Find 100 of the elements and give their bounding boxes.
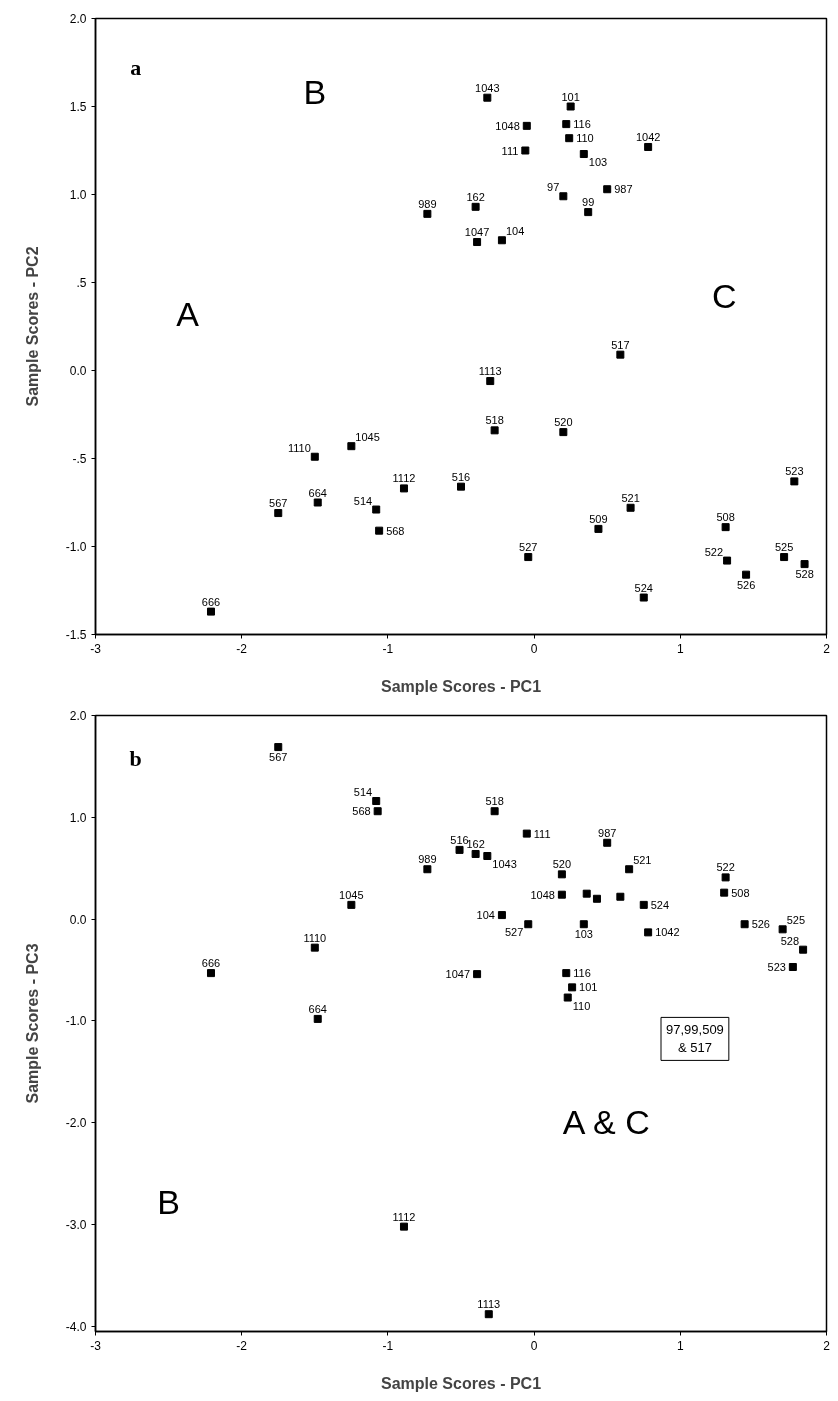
annotation: 514 bbox=[353, 786, 373, 799]
annotation: 514 bbox=[353, 494, 373, 507]
annotation: 517 bbox=[611, 338, 630, 351]
y-tick-label: 1.5 bbox=[69, 100, 87, 114]
annotation: 520 bbox=[552, 858, 572, 871]
point bbox=[373, 807, 382, 816]
point bbox=[486, 377, 495, 386]
annotation: 664 bbox=[308, 1002, 327, 1015]
annotation: 1113 bbox=[477, 1298, 501, 1311]
annotation: 567 bbox=[269, 751, 288, 764]
point bbox=[616, 892, 625, 901]
annotation: 508 bbox=[731, 886, 750, 899]
annotation: 987 bbox=[598, 826, 617, 839]
point bbox=[423, 209, 432, 218]
point bbox=[372, 505, 381, 514]
annotation: 103 bbox=[574, 928, 593, 941]
point bbox=[310, 943, 319, 952]
point bbox=[788, 962, 797, 971]
annotation: A bbox=[176, 295, 200, 334]
point bbox=[347, 442, 356, 451]
point bbox=[720, 888, 729, 897]
point bbox=[721, 523, 730, 532]
annotation: 1043 bbox=[492, 858, 517, 871]
annotation: 666 bbox=[201, 957, 221, 970]
point bbox=[603, 838, 612, 847]
point bbox=[471, 849, 480, 858]
point bbox=[644, 142, 653, 151]
annotation: 528 bbox=[780, 934, 800, 947]
annotation: 521 bbox=[633, 854, 652, 867]
x-tick-label: 1 bbox=[676, 641, 684, 656]
point bbox=[565, 134, 574, 143]
y-axis-title: Sample Scores - PC2 bbox=[23, 246, 41, 407]
y-tick-label: 1.0 bbox=[69, 810, 87, 825]
point bbox=[372, 797, 381, 806]
y-tick-label: -1.0 bbox=[65, 1014, 87, 1029]
annotation: 116 bbox=[573, 967, 591, 980]
point bbox=[780, 553, 789, 562]
annotation: 568 bbox=[386, 524, 405, 537]
point bbox=[800, 560, 809, 569]
point bbox=[521, 146, 530, 155]
y-tick-label: 1.0 bbox=[69, 188, 87, 202]
annotation: 99 bbox=[582, 196, 595, 209]
annotation: 664 bbox=[308, 486, 327, 499]
annotation: 101 bbox=[561, 90, 580, 103]
point bbox=[639, 593, 648, 602]
annotation: 1048 bbox=[530, 888, 555, 901]
point bbox=[799, 945, 808, 954]
point bbox=[723, 556, 732, 565]
annotation: 989 bbox=[418, 853, 437, 866]
x-tick-label: 0 bbox=[530, 641, 538, 656]
annotation: 1113 bbox=[478, 365, 502, 378]
annotation: 1043 bbox=[475, 81, 500, 94]
annotation: 520 bbox=[554, 416, 573, 429]
y-tick-label: -4.0 bbox=[65, 1319, 87, 1334]
x-tick-label: -3 bbox=[90, 641, 102, 656]
annotation: 1045 bbox=[355, 431, 380, 444]
annotation: 104 bbox=[505, 225, 525, 238]
point bbox=[524, 920, 533, 929]
x-tick-label: -2 bbox=[236, 641, 248, 656]
annotation: 524 bbox=[634, 581, 653, 594]
point bbox=[207, 969, 215, 978]
point bbox=[557, 890, 566, 899]
point bbox=[423, 865, 432, 874]
point bbox=[484, 1310, 493, 1319]
annotation: 1110 bbox=[287, 441, 311, 454]
annotation: 110 bbox=[576, 132, 594, 145]
point bbox=[594, 524, 603, 533]
annotation: B bbox=[157, 1183, 180, 1222]
annotation: 518 bbox=[485, 795, 504, 808]
point bbox=[603, 185, 612, 194]
point bbox=[473, 970, 482, 979]
annotation: 987 bbox=[614, 183, 633, 196]
annotation: 1048 bbox=[495, 119, 520, 132]
annotation: 110 bbox=[572, 999, 591, 1012]
point bbox=[457, 482, 465, 491]
point bbox=[592, 894, 601, 903]
annotation: 526 bbox=[736, 578, 756, 591]
annotation: 516 bbox=[450, 833, 469, 846]
annotation: 527 bbox=[519, 541, 538, 554]
x-axis-title: Sample Scores - PC1 bbox=[380, 1374, 542, 1392]
annotation: 522 bbox=[704, 545, 724, 558]
annotation: 97,99,509 & 517 bbox=[666, 1022, 724, 1056]
x-tick-label: -1 bbox=[382, 641, 394, 656]
y-tick-label: 0.0 bbox=[69, 364, 87, 378]
point bbox=[310, 452, 319, 461]
x-tick-label: 1 bbox=[676, 1338, 684, 1353]
annotation: 521 bbox=[621, 491, 640, 504]
annotation: 523 bbox=[785, 465, 804, 478]
point bbox=[616, 350, 625, 359]
point bbox=[483, 93, 492, 102]
annotation: 104 bbox=[476, 909, 495, 922]
annotation: 101 bbox=[579, 981, 598, 994]
annotation: 1042 bbox=[655, 926, 680, 939]
annotation: 525 bbox=[786, 914, 805, 927]
point bbox=[347, 900, 356, 909]
annotation: 528 bbox=[795, 568, 814, 581]
annotation: 162 bbox=[466, 190, 485, 203]
x-tick-label: -1 bbox=[382, 1338, 394, 1353]
point bbox=[455, 845, 464, 854]
point bbox=[626, 503, 635, 512]
